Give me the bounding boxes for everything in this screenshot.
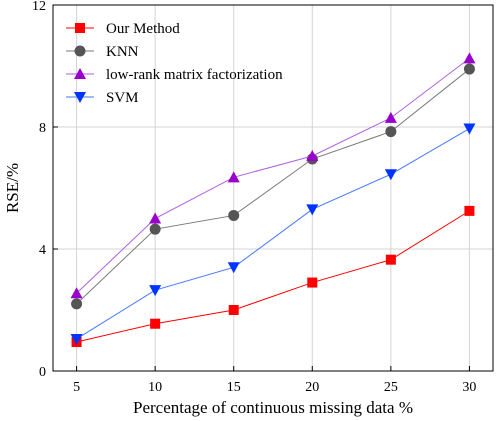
- series-line: [76, 210, 470, 343]
- y-tick-label: 12: [32, 0, 46, 14]
- data-point: [385, 126, 397, 138]
- data-point: [70, 333, 83, 345]
- legend-item-knn: KNN: [66, 44, 139, 60]
- legend-marker: [75, 23, 85, 33]
- legend-marker: [74, 92, 86, 103]
- data-point: [227, 262, 240, 274]
- legend-item-low-rank-matrix-factorization: low-rank matrix factorization: [66, 67, 283, 83]
- y-tick-label: 8: [39, 121, 46, 136]
- data-point: [464, 205, 475, 216]
- legend-item-our-method: Our Method: [66, 21, 180, 37]
- data-point: [463, 52, 476, 64]
- x-tick-label: 25: [384, 380, 398, 395]
- x-tick-label: 20: [305, 380, 319, 395]
- data-point: [228, 305, 239, 315]
- data-point: [71, 298, 83, 310]
- legend-label: low-rank matrix factorization: [106, 67, 283, 83]
- data-point: [385, 254, 396, 265]
- data-point: [149, 212, 162, 224]
- x-tick-label: 5: [73, 380, 80, 395]
- data-point: [227, 171, 240, 183]
- series-our-method: [71, 205, 475, 348]
- data-point: [384, 111, 397, 123]
- data-point: [306, 204, 319, 216]
- plot-area-frame: [52, 4, 494, 372]
- data-point: [228, 209, 240, 221]
- series-line: [76, 68, 470, 305]
- data-point: [463, 63, 475, 75]
- data-point: [306, 149, 319, 161]
- series-svm: [70, 123, 476, 345]
- series-layer: [70, 52, 476, 348]
- data-point: [384, 169, 397, 181]
- x-tick-label: 15: [227, 380, 241, 395]
- data-point: [307, 277, 318, 288]
- legend-marker: [74, 45, 86, 57]
- x-tick-label: 10: [148, 380, 162, 395]
- legend-label: SVM: [106, 90, 139, 106]
- data-point: [150, 318, 161, 329]
- data-point: [70, 287, 83, 299]
- data-point: [463, 123, 476, 135]
- legend-label: Our Method: [106, 21, 180, 37]
- y-tick-label: 0: [39, 365, 46, 380]
- series-line: [76, 57, 470, 294]
- data-point: [149, 223, 161, 235]
- series-line: [76, 128, 470, 340]
- legend: Our Method KNN low-rank matrix factorizati…: [66, 21, 283, 106]
- y-tick-label: 4: [39, 243, 46, 258]
- data-point: [149, 285, 162, 297]
- legend-marker: [74, 68, 86, 79]
- y-axis-title: RSE/%: [3, 163, 22, 213]
- axis-ticks: 5 10 15 20 25 30 0 4 8 12: [32, 0, 476, 395]
- legend-label: KNN: [106, 44, 139, 60]
- legend-item-svm: SVM: [66, 90, 139, 106]
- x-tick-label: 30: [462, 380, 476, 395]
- x-axis-title: Percentage of continuous missing data %: [133, 398, 413, 417]
- series-low-rank-matrix-factorization: [70, 52, 476, 299]
